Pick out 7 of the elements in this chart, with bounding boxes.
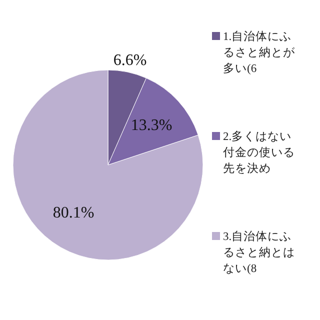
legend-label: 2.多くはない付金の使いる先を決め: [222, 130, 295, 175]
data-label: 13.3%: [130, 116, 172, 134]
pie-slice: [12, 70, 204, 260]
legend-label: 1.自治体にふるさと納とが多い(6: [223, 30, 296, 75]
legend-label: 3.自治体にふるさと納とはない(8: [223, 230, 295, 275]
data-label: 80.1%: [52, 204, 94, 222]
data-label: 6.6%: [113, 52, 147, 69]
